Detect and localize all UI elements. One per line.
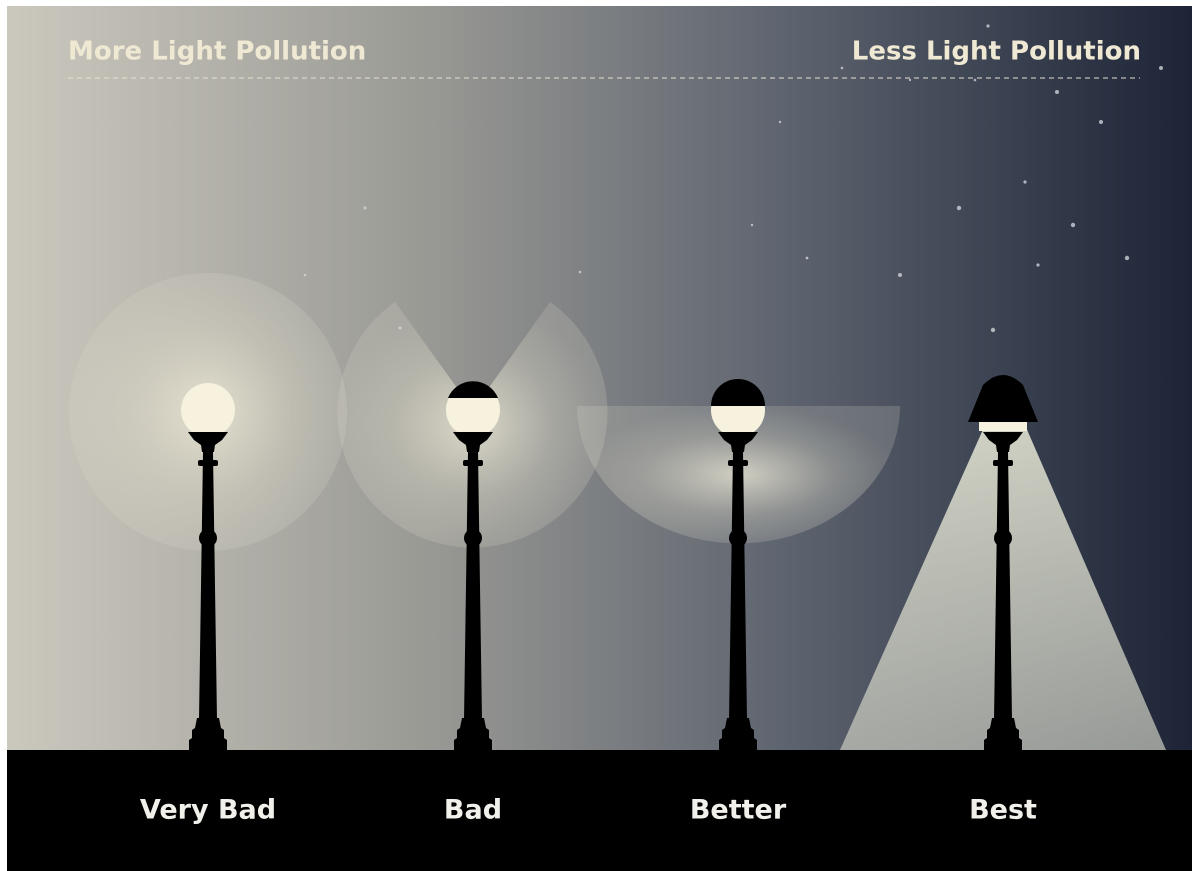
lamp-collar	[188, 432, 228, 452]
lamp-pole	[464, 452, 482, 720]
star	[578, 270, 582, 274]
right-heading: Less Light Pollution	[852, 37, 1141, 67]
lamp-pole	[994, 452, 1012, 720]
lamp-collar	[983, 432, 1023, 452]
street-lamp	[711, 379, 765, 751]
lamp-globe	[181, 383, 235, 437]
star	[956, 205, 962, 211]
star	[778, 120, 782, 124]
street-lamp	[968, 375, 1038, 751]
lamp-base	[189, 718, 227, 751]
star	[1159, 66, 1163, 70]
lamp-knot	[729, 529, 747, 547]
star	[1023, 180, 1027, 184]
lamp-knot	[199, 529, 217, 547]
lamp-pole	[729, 452, 747, 720]
star	[750, 223, 754, 227]
star	[973, 78, 977, 82]
star	[908, 78, 912, 82]
star	[990, 327, 996, 333]
lamp-label: Very Bad	[140, 795, 276, 826]
star	[805, 256, 809, 260]
star	[1070, 222, 1076, 228]
left-heading: More Light Pollution	[68, 37, 366, 67]
lamps	[181, 375, 1038, 751]
lamp-base	[984, 718, 1022, 751]
street-lamp	[446, 381, 500, 751]
street-lamp	[181, 383, 235, 751]
lamp-bulb	[979, 422, 1027, 431]
star	[986, 24, 990, 28]
star	[363, 206, 367, 210]
star	[1055, 90, 1059, 94]
star	[1124, 255, 1130, 261]
star	[840, 66, 844, 70]
lamp-cap	[448, 381, 498, 398]
lamp-knot	[464, 529, 482, 547]
lamp-collar	[718, 432, 758, 452]
lamp-base	[454, 718, 492, 751]
star	[1036, 263, 1040, 267]
lamp-label: Bad	[444, 795, 502, 826]
lamp-base	[719, 718, 757, 751]
lamp-pole	[199, 452, 217, 720]
lamp-label: Best	[969, 795, 1037, 826]
star	[303, 273, 307, 277]
lamp-knot	[994, 529, 1012, 547]
lamp-cap	[711, 379, 765, 406]
ground	[7, 750, 1192, 871]
stars	[303, 24, 1163, 333]
star	[1099, 120, 1103, 124]
lamp-collar	[453, 432, 493, 452]
lamp-shade	[968, 375, 1038, 422]
star	[898, 273, 902, 277]
lamp-label: Better	[690, 795, 787, 826]
